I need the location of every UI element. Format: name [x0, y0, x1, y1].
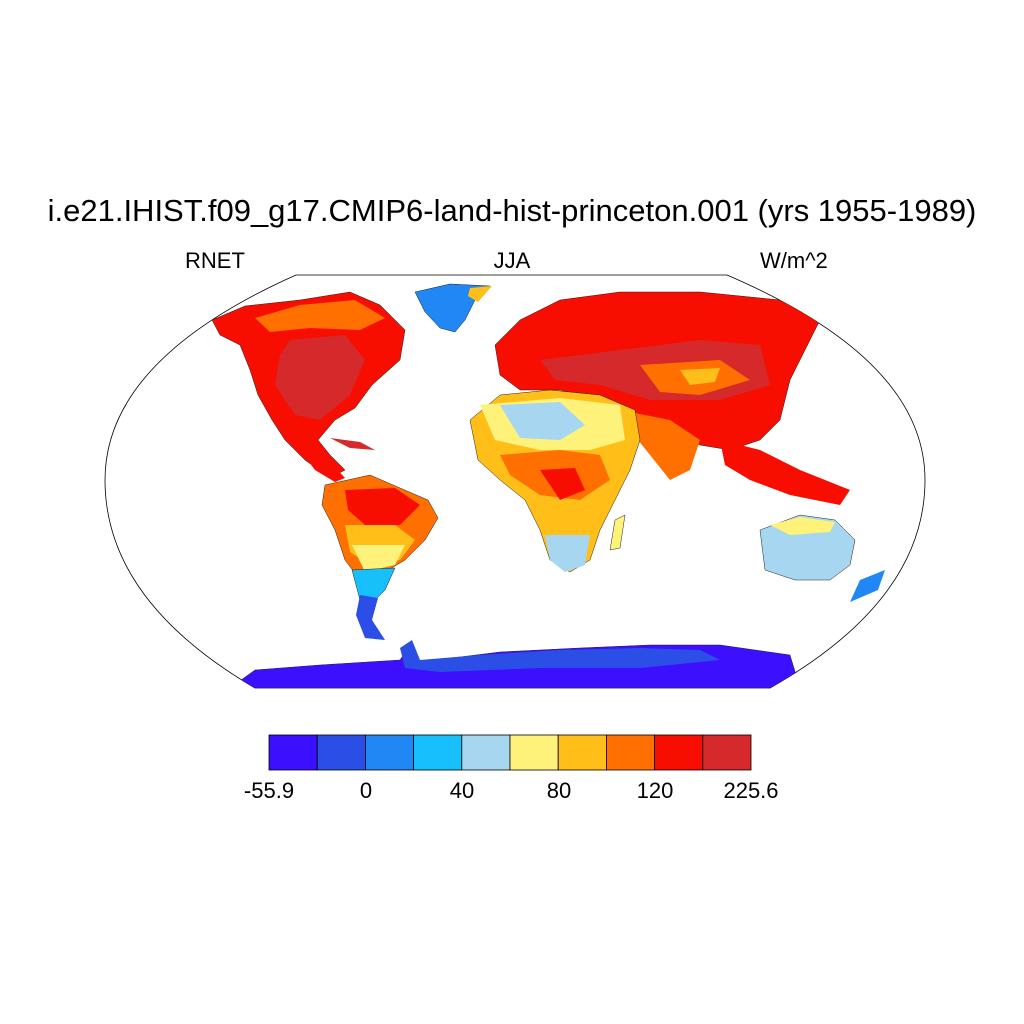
south-asia — [620, 410, 700, 480]
colorbar-tick-label: 0 — [359, 778, 373, 803]
units-label: W/m^2 — [760, 248, 828, 273]
australia-north — [770, 517, 835, 535]
tibet — [680, 368, 720, 385]
colorbar-swatch — [316, 734, 366, 771]
caribbean — [330, 438, 375, 450]
colorbar-swatch — [413, 734, 463, 771]
southeast-asia — [720, 440, 850, 505]
colorbar-tick-label: 80 — [546, 778, 572, 803]
colorbar-swatch — [364, 734, 414, 771]
colorbar — [268, 734, 752, 771]
north-america-north — [255, 300, 385, 332]
amazon-core — [345, 488, 420, 525]
madagascar — [609, 514, 626, 551]
new-zealand — [850, 570, 885, 602]
north-america-core — [275, 335, 365, 420]
colorbar-tick-label: 225.6 — [723, 778, 779, 803]
map-title: i.e21.IHIST.f09_g17.CMIP6-land-hist-prin… — [47, 193, 977, 228]
colorbar-swatch — [461, 734, 511, 771]
colorbar-tick-label: 40 — [449, 778, 475, 803]
central-america — [300, 450, 345, 482]
colorbar-swatch — [702, 734, 752, 771]
colorbar-tick-label: 120 — [636, 778, 674, 803]
south-america-yellow — [352, 545, 405, 572]
colorbar-swatch — [654, 734, 704, 771]
sahara-cool — [500, 402, 585, 440]
colorbar-swatch — [557, 734, 607, 771]
variable-label: RNET — [185, 248, 245, 273]
congo — [540, 468, 585, 500]
season-label: JJA — [493, 248, 531, 273]
colorbar-swatch — [606, 734, 656, 771]
patagonia — [356, 595, 385, 640]
south-africa — [545, 535, 590, 572]
colorbar-swatch — [509, 734, 559, 771]
antarctica-coast — [400, 640, 720, 672]
greenland-edge — [468, 286, 492, 302]
colorbar-swatch — [268, 734, 318, 771]
colorbar-tick-label: -55.9 — [243, 778, 295, 803]
